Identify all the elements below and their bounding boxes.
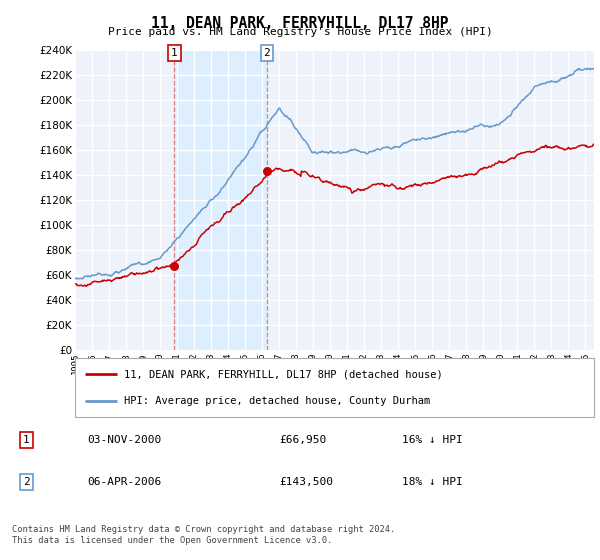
Text: £66,950: £66,950 (280, 435, 327, 445)
Text: 2: 2 (23, 477, 30, 487)
Point (262, 166, 272, 175)
Point (170, 262, 179, 271)
Text: 1: 1 (23, 435, 30, 445)
Text: 03-NOV-2000: 03-NOV-2000 (88, 435, 162, 445)
Text: 18% ↓ HPI: 18% ↓ HPI (402, 477, 463, 487)
Text: 16% ↓ HPI: 16% ↓ HPI (402, 435, 463, 445)
Bar (175, 50, 267, 350)
Text: £143,500: £143,500 (280, 477, 334, 487)
Text: 11, DEAN PARK, FERRYHILL, DL17 8HP: 11, DEAN PARK, FERRYHILL, DL17 8HP (151, 16, 449, 31)
Text: Price paid vs. HM Land Registry's House Price Index (HPI): Price paid vs. HM Land Registry's House … (107, 27, 493, 37)
Text: 2: 2 (263, 48, 270, 58)
Text: 06-APR-2006: 06-APR-2006 (88, 477, 162, 487)
Text: Contains HM Land Registry data © Crown copyright and database right 2024.
This d: Contains HM Land Registry data © Crown c… (12, 525, 395, 545)
Text: HPI: Average price, detached house, County Durham: HPI: Average price, detached house, Coun… (124, 396, 431, 407)
Text: 11, DEAN PARK, FERRYHILL, DL17 8HP (detached house): 11, DEAN PARK, FERRYHILL, DL17 8HP (deta… (124, 369, 443, 379)
Text: 1: 1 (171, 48, 178, 58)
